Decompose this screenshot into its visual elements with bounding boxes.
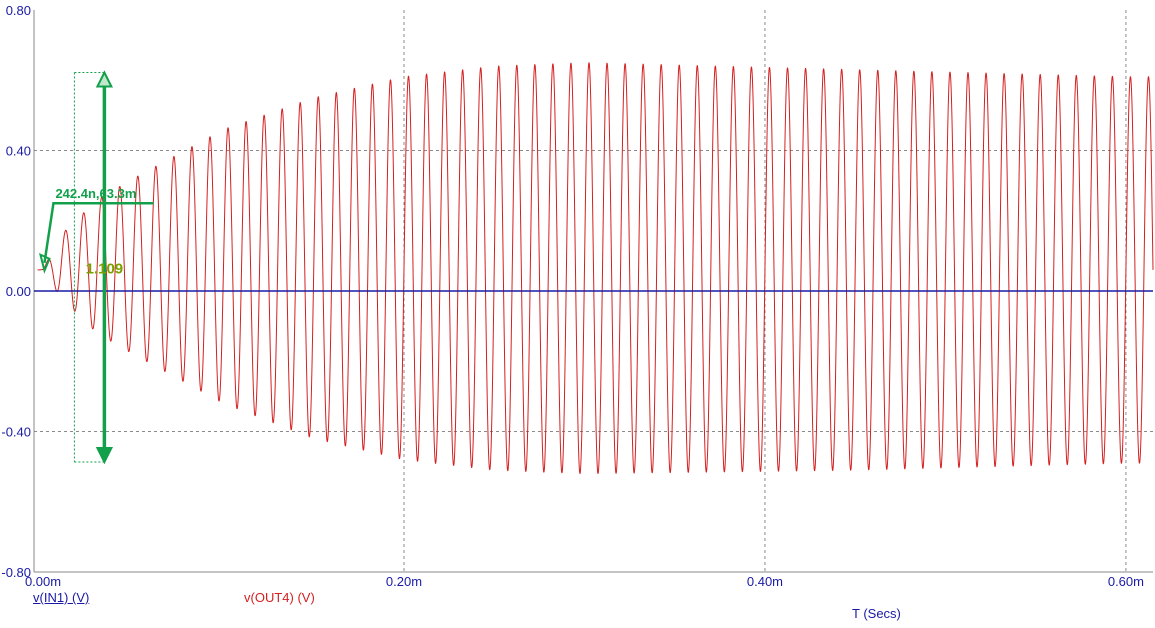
- x-axis-label: T (Secs): [852, 606, 901, 621]
- marker-arrowhead: [38, 253, 51, 274]
- y-tick-labels: 0.80 0.40 0.00 -0.40 -0.80: [1, 3, 31, 580]
- y-tick-label: -0.40: [1, 425, 31, 440]
- x-tick-label: 0.20m: [386, 574, 422, 589]
- legend-entry-vout4[interactable]: v(OUT4) (V): [244, 590, 315, 605]
- y-tick-label: -0.80: [1, 565, 31, 580]
- series-traces: [34, 62, 1154, 475]
- y-tick-label: 0.80: [6, 3, 31, 18]
- marker-leader-line: [43, 201, 154, 263]
- annotations: 242.4n,63.3m 1.109: [38, 70, 154, 465]
- measure-arrow-up: [95, 70, 114, 88]
- x-tick-label: 0.00m: [25, 574, 61, 589]
- series-line-vout4: [37, 62, 1154, 475]
- legend-entry-vin1[interactable]: v(IN1) (V): [33, 590, 90, 605]
- y-tick-label: 0.40: [6, 144, 31, 159]
- measure-label: 1.109: [86, 260, 124, 277]
- x-tick-label: 0.60m: [1108, 574, 1144, 589]
- y-tick-label: 0.00: [6, 284, 31, 299]
- marker-label: 242.4n,63.3m: [55, 186, 136, 201]
- x-tick-label: 0.40m: [747, 574, 783, 589]
- x-tick-labels: 0.00m 0.20m 0.40m 0.60m: [25, 574, 1144, 589]
- measure-arrow-down: [95, 447, 114, 465]
